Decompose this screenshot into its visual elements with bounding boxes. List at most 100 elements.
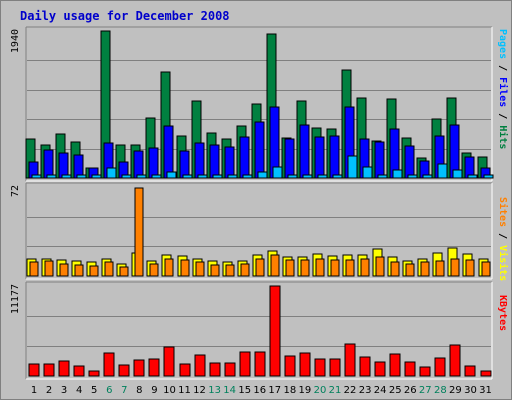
bar-kbytes-day-29 (449, 344, 461, 377)
bar-sites-day-9 (149, 263, 159, 277)
x-tick-label: 17 (268, 385, 281, 396)
bar-pages-day-18 (287, 174, 298, 179)
legend-entry: Pages (497, 29, 508, 59)
legend-entry: Visits (497, 245, 509, 281)
bar-sites-day-6 (104, 261, 114, 277)
x-tick-label: 14 (223, 385, 236, 396)
legend-entry: / (497, 227, 508, 245)
x-tick-label: 22 (344, 385, 357, 396)
bar-sites-day-4 (74, 264, 84, 277)
series-pages (31, 155, 494, 179)
bar-sites-day-20 (315, 258, 325, 277)
bar-kbytes-day-12 (194, 354, 206, 377)
legend-entry: / (497, 59, 508, 77)
bar-kbytes-day-1 (28, 363, 40, 377)
bar-pages-day-22 (347, 155, 358, 179)
bar-pages-day-4 (76, 174, 87, 179)
bar-kbytes-day-5 (88, 370, 100, 377)
bar-kbytes-day-4 (73, 365, 85, 377)
bar-sites-day-7 (119, 266, 129, 277)
bar-pages-day-14 (227, 174, 238, 179)
bar-sites-day-27 (420, 261, 430, 277)
bar-kbytes-day-6 (103, 352, 115, 377)
bar-files-day-8 (133, 150, 144, 179)
bar-pages-day-31 (483, 174, 494, 179)
series-labels: Pages / Files / Hits Sites / Visits KBytes (497, 29, 509, 331)
bar-sites-day-19 (300, 259, 310, 277)
bar-sites-day-10 (164, 258, 174, 277)
bar-kbytes-day-25 (389, 353, 401, 377)
panel-requests: 1940 (10, 26, 494, 182)
bar-kbytes-day-7 (118, 364, 130, 377)
bar-pages-day-8 (136, 174, 147, 179)
bar-pages-day-23 (362, 166, 373, 179)
legend-entry: Hits (497, 125, 509, 149)
bar-kbytes-day-14 (224, 362, 236, 377)
x-tick-label: 21 (329, 385, 342, 396)
series-sites (29, 187, 491, 277)
bar-pages-day-1 (31, 174, 42, 179)
x-tick-label: 3 (61, 385, 67, 396)
x-tick-label: 10 (163, 385, 176, 396)
bar-sites-day-25 (390, 261, 400, 277)
bar-kbytes-day-19 (299, 352, 311, 377)
bar-pages-day-27 (422, 174, 433, 179)
bar-pages-day-28 (437, 163, 448, 179)
bar-pages-day-25 (392, 169, 403, 179)
legend-bottom: KBytes (497, 295, 508, 331)
bar-sites-day-29 (450, 258, 460, 277)
legend-middle: Sites / Visits (497, 197, 509, 281)
bar-pages-day-9 (151, 174, 162, 179)
bar-kbytes-day-17 (269, 285, 281, 377)
bar-pages-day-15 (242, 174, 253, 179)
x-tick-label: 18 (283, 385, 296, 396)
legend-entry: Sites (497, 197, 509, 227)
bar-files-day-11 (179, 150, 190, 179)
panel-visits: 72 (10, 182, 493, 280)
bar-pages-day-29 (452, 169, 463, 179)
bar-kbytes-day-31 (480, 370, 492, 377)
bar-sites-day-13 (210, 264, 220, 277)
series-kbytes (28, 285, 492, 377)
bar-pages-day-5 (91, 174, 102, 179)
bar-files-day-2 (43, 149, 54, 179)
x-tick-label: 20 (314, 385, 327, 396)
bar-kbytes-day-21 (329, 358, 341, 377)
bar-sites-day-18 (285, 259, 295, 277)
panel-max-label: 1940 (10, 29, 21, 53)
bar-kbytes-day-13 (209, 362, 221, 377)
x-tick-label: 30 (464, 385, 477, 396)
bar-kbytes-day-2 (43, 363, 55, 377)
bar-pages-day-21 (332, 174, 343, 179)
bar-pages-day-17 (272, 166, 283, 179)
bar-files-day-18 (284, 138, 295, 179)
bar-kbytes-day-8 (133, 359, 145, 377)
bar-kbytes-day-9 (148, 358, 160, 377)
x-tick-label: 24 (374, 385, 387, 396)
bar-files-day-26 (404, 145, 415, 179)
x-tick-label: 5 (91, 385, 97, 396)
bar-files-day-12 (194, 142, 205, 179)
bar-sites-day-24 (375, 256, 385, 277)
panel-max-label: 11177 (10, 284, 21, 314)
x-tick-label: 31 (479, 385, 492, 396)
bar-sites-day-31 (481, 261, 491, 277)
bar-sites-day-3 (59, 263, 69, 277)
x-tick-label: 1 (31, 385, 37, 396)
x-tick-label: 13 (208, 385, 221, 396)
bar-files-day-21 (329, 135, 340, 179)
bar-files-day-20 (314, 136, 325, 179)
bar-pages-day-20 (317, 174, 328, 179)
x-tick-label: 28 (434, 385, 447, 396)
bar-pages-day-24 (377, 174, 388, 179)
bar-pages-day-3 (61, 174, 72, 179)
x-tick-label: 2 (46, 385, 52, 396)
bar-kbytes-day-26 (404, 361, 416, 377)
bar-files-day-16 (254, 121, 265, 179)
x-tick-label: 12 (193, 385, 206, 396)
x-tick-label: 23 (359, 385, 372, 396)
bar-sites-day-15 (240, 263, 250, 277)
bar-files-day-13 (209, 144, 220, 179)
x-tick-label: 16 (253, 385, 266, 396)
